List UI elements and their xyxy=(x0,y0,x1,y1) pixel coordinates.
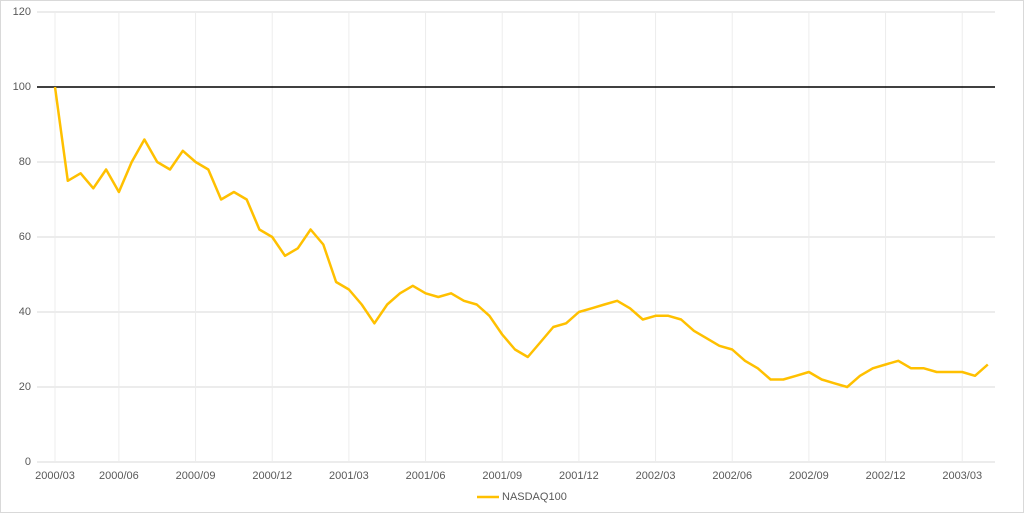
x-tick-label: 2000/09 xyxy=(176,470,216,482)
x-tick-label: 2000/06 xyxy=(99,470,139,482)
y-tick-label: 20 xyxy=(19,381,31,393)
data-line xyxy=(53,86,989,389)
y-tick-label: 60 xyxy=(19,231,31,243)
x-tick-label: 2002/03 xyxy=(636,470,676,482)
x-tick-label: 2000/12 xyxy=(252,470,292,482)
x-tick-label: 2002/06 xyxy=(712,470,752,482)
y-tick-label: 80 xyxy=(19,156,31,168)
x-tick-label: 2001/09 xyxy=(482,470,522,482)
x-tick-label: 2002/09 xyxy=(789,470,829,482)
x-tick-label: 2002/12 xyxy=(866,470,906,482)
y-tick-label: 120 xyxy=(13,6,31,18)
x-tick-label: 2001/03 xyxy=(329,470,369,482)
y-tick-label: 0 xyxy=(25,456,31,468)
x-tick-label: 2000/03 xyxy=(35,470,75,482)
legend-label: NASDAQ100 xyxy=(502,491,567,503)
y-tick-label: 40 xyxy=(19,306,31,318)
x-tick-label: 2003/03 xyxy=(942,470,982,482)
x-tick-label: 2001/06 xyxy=(406,470,446,482)
x-tick-label: 2001/12 xyxy=(559,470,599,482)
y-tick-label: 100 xyxy=(13,81,31,93)
